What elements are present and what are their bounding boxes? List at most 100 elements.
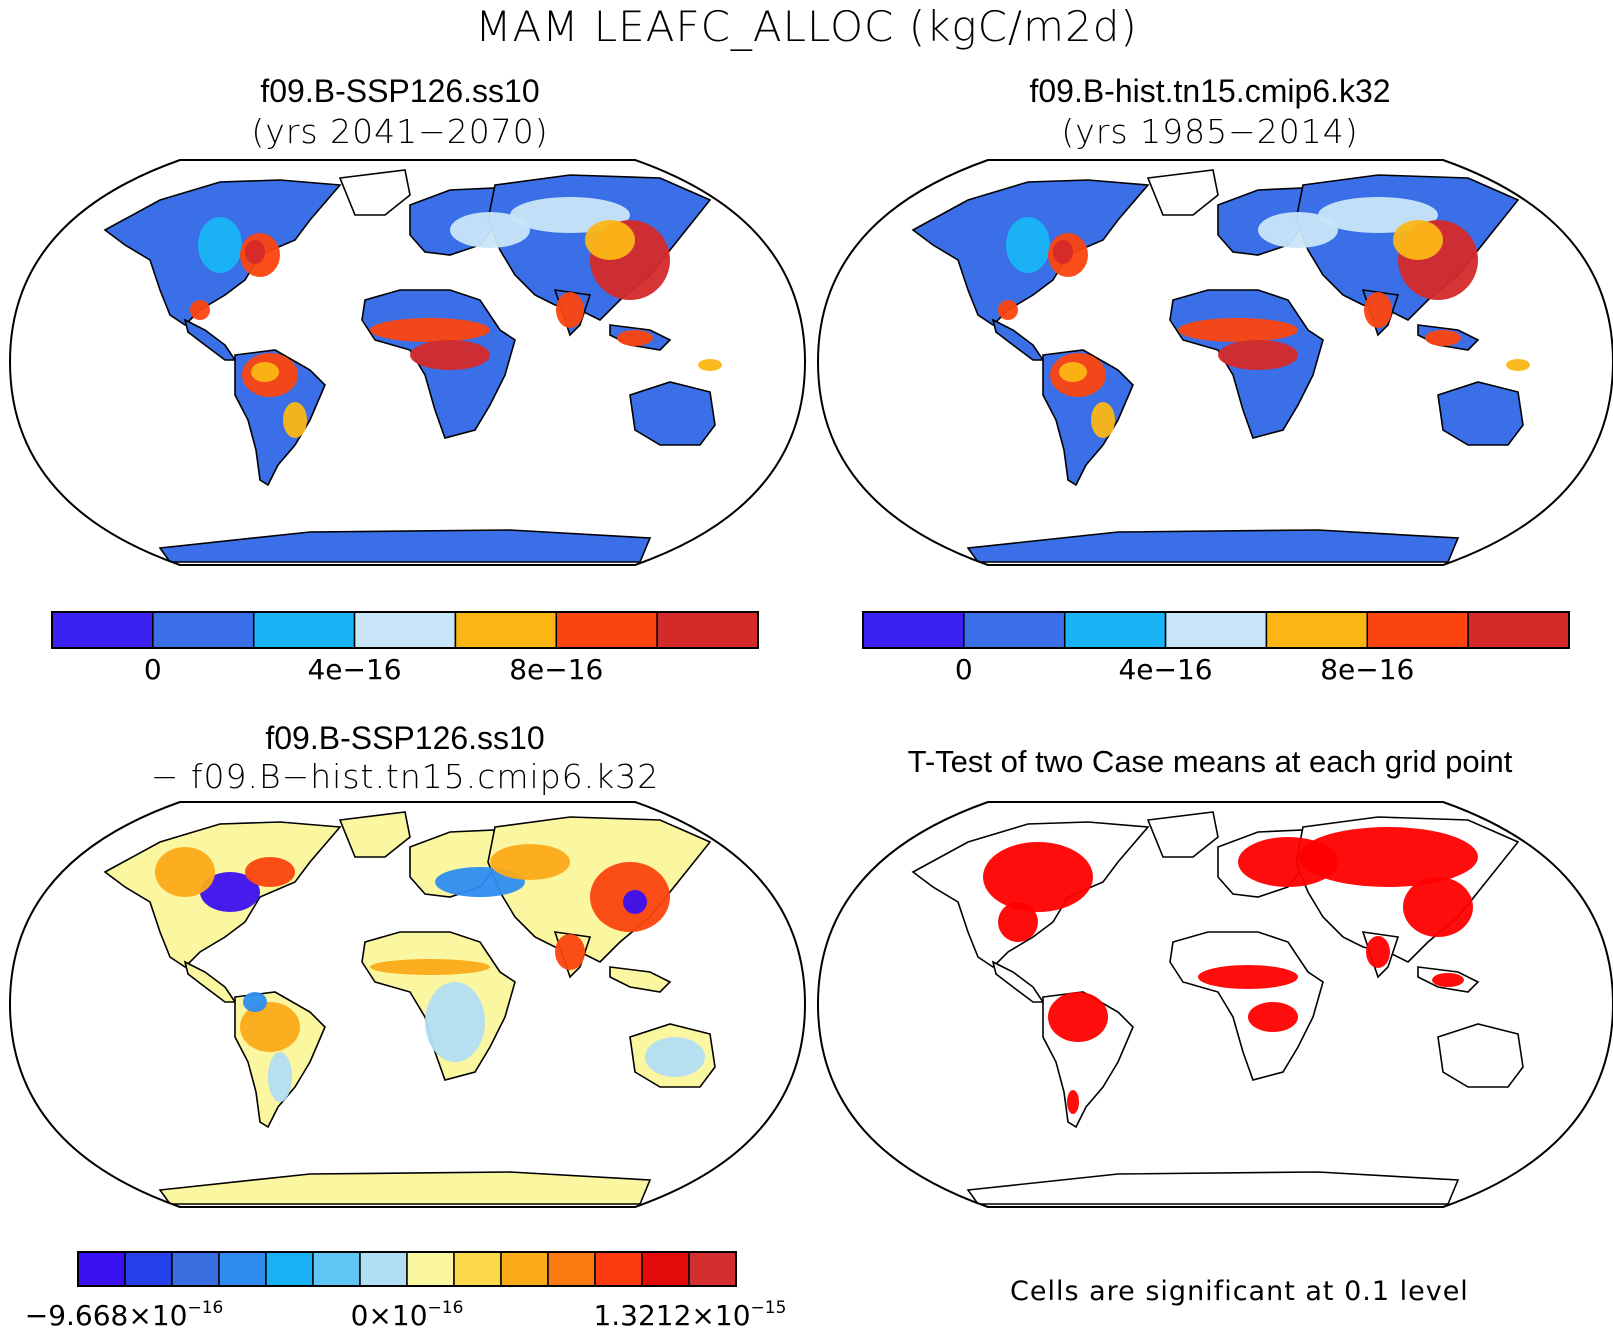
diff-south-america-south (268, 1052, 292, 1102)
colorbar-tick-label: 0 (143, 653, 162, 686)
sig-patagonia (1067, 1090, 1079, 1114)
colorbar-tick-label: 4e−16 (307, 653, 402, 686)
sig-siberia (1298, 827, 1478, 887)
colorbar-swatch (359, 1251, 408, 1287)
map-outline (8, 801, 807, 1208)
colorbar-tick-exponent: −16 (427, 1298, 464, 1318)
hotspot-mexico (190, 300, 210, 320)
hotspot-congo (1218, 340, 1298, 370)
colorbar-tick-label: −9.668×10−16 (24, 1298, 224, 1332)
sig-india (1366, 936, 1390, 968)
colorbar-tick-label: 4e−16 (1118, 653, 1213, 686)
panel-diff-subtitle: − f09.B−hist.tn15.cmip6.k32 (150, 757, 660, 796)
colorbar-swatch (547, 1251, 596, 1287)
panel-ttest-map (816, 801, 1613, 1208)
colorbar-swatch (77, 1251, 126, 1287)
diff-china-negative (623, 890, 647, 914)
colorbar-swatch (406, 1251, 455, 1287)
colorbar-swatch (1467, 611, 1570, 649)
colorbar-tick-exponent: −16 (187, 1298, 224, 1318)
colorbar-frame (862, 611, 1570, 649)
hotspot-brazil-south (1091, 402, 1115, 438)
colorbar-swatch (171, 1251, 220, 1287)
map-land-layer (103, 169, 722, 563)
diff-russia (490, 844, 570, 880)
colorbar-swatch (265, 1251, 314, 1287)
diff-africa-south (425, 982, 485, 1062)
hotspot-na-east-core (245, 240, 265, 264)
colorbar-swatch (218, 1251, 267, 1287)
hotspot-amazon-core (251, 362, 279, 382)
colorbar-swatch (1063, 611, 1167, 649)
hotspot-na-west (198, 217, 242, 273)
sig-amazon (1048, 992, 1108, 1042)
hotspot-congo (410, 340, 490, 370)
colorbar-swatch (1265, 611, 1369, 649)
hotspot-mexico (998, 300, 1018, 320)
sig-sahel (1198, 965, 1298, 989)
sig-central-africa (1248, 1002, 1298, 1032)
land-greenland (338, 811, 411, 858)
colorbar-swatch (312, 1251, 361, 1287)
hotspot-new-guinea (1506, 359, 1530, 371)
sig-china (1403, 877, 1473, 937)
colorbar-swatch (1366, 611, 1469, 649)
hotspot-europe (1258, 212, 1338, 248)
hotspot-china-north (1393, 220, 1443, 260)
panel-ttest-title: T-Test of two Case means at each grid po… (907, 744, 1513, 779)
panel-diff-title: f09.B-SSP126.ss10 (265, 720, 545, 756)
colorbar-swatch (963, 611, 1066, 649)
diff-australia (645, 1037, 705, 1077)
panel-case1-colorbar (51, 611, 759, 649)
panel-case1-subtitle: (yrs 2041−2070) (251, 112, 549, 151)
panel-case2-map (816, 159, 1613, 566)
colorbar-swatch (252, 611, 356, 649)
sig-na-south (998, 902, 1038, 942)
hotspot-brazil-south (283, 402, 307, 438)
colorbar-swatch (124, 1251, 173, 1287)
diff-na-west (155, 847, 215, 897)
diff-canada-east (245, 857, 295, 887)
land-australia (1437, 381, 1524, 446)
map-outline (816, 801, 1613, 1208)
hotspot-indonesia (1425, 330, 1461, 346)
colorbar-swatch (641, 1251, 690, 1287)
colorbar-frame (51, 611, 759, 649)
colorbar-frame (77, 1251, 737, 1287)
colorbar-tick-label: 1.3212×10−15 (593, 1298, 787, 1332)
hotspot-na-west (1006, 217, 1050, 273)
figure-title: MAM LEAFC_ALLOC (kgC/m2d) (475, 2, 1138, 51)
land-centralAmerica (183, 960, 237, 1003)
colorbar-swatch (688, 1251, 737, 1287)
map-land-layer (911, 169, 1530, 563)
land-greenland (338, 169, 411, 216)
colorbar-tick-exponent: −15 (750, 1298, 787, 1318)
land-australia (629, 381, 716, 446)
colorbar-swatch (453, 1251, 502, 1287)
colorbar-swatch (500, 1251, 549, 1287)
land-centralAmerica (991, 960, 1045, 1003)
map-outline (8, 159, 807, 566)
colorbar-swatch (353, 611, 457, 649)
diff-india (555, 934, 585, 970)
map-outline (816, 159, 1613, 566)
hotspot-india (1364, 292, 1392, 328)
colorbar-swatch (1164, 611, 1268, 649)
diff-amazon (240, 1002, 300, 1052)
panel-case2-colorbar-labels: 0 4e−16 8e−16 (863, 655, 1569, 687)
colorbar-swatch (51, 611, 154, 649)
panel-ttest-note: Cells are significant at 0.1 level (1010, 1276, 1469, 1307)
colorbar-swatch (594, 1251, 643, 1287)
colorbar-tick-label: 8e−16 (509, 653, 604, 686)
panel-case2-title: f09.B-hist.tn15.cmip6.k32 (1029, 73, 1391, 109)
hotspot-sahel (370, 318, 490, 342)
sig-indonesia (1432, 973, 1464, 987)
panel-case2-subtitle: (yrs 1985−2014) (1061, 112, 1359, 151)
map-land-layer (911, 811, 1524, 1205)
land-australia (1437, 1023, 1524, 1088)
panel-diff-map (8, 801, 807, 1208)
land-centralAmerica (991, 318, 1045, 361)
colorbar-swatch (555, 611, 658, 649)
map-land-layer (103, 811, 716, 1205)
colorbar-swatch (656, 611, 759, 649)
